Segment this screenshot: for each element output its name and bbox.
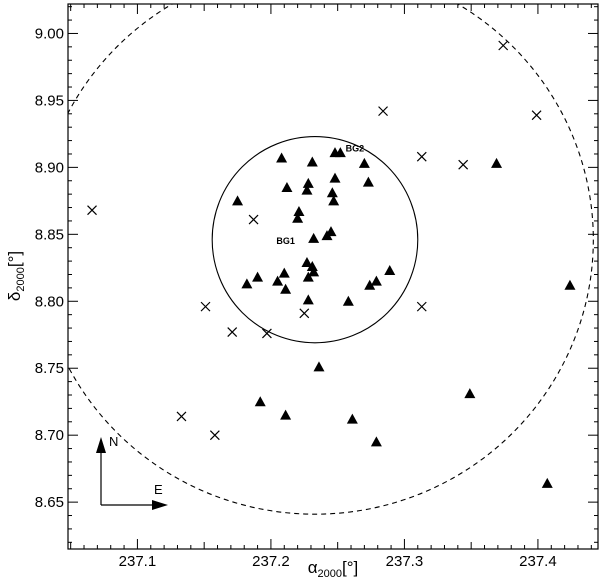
cross-point — [378, 106, 388, 117]
x-axis-label-unit: [°] — [342, 558, 358, 577]
compass-north-label: N — [109, 434, 118, 449]
triangle-point — [329, 172, 341, 183]
y-axis-label-unit: [°] — [5, 251, 24, 267]
triangle-point — [254, 396, 266, 407]
compass-east-label: E — [154, 482, 163, 497]
triangle-point — [308, 232, 320, 243]
triangle-point — [325, 226, 337, 237]
y-tick-label: 8.90 — [35, 159, 64, 176]
inner-solid-circle — [211, 136, 419, 344]
cross-point — [209, 430, 220, 441]
triangle-point — [541, 477, 553, 488]
triangle-point — [301, 184, 313, 195]
annotation-bg1: BG1 — [276, 236, 295, 246]
x-axis-label-main: α — [308, 558, 318, 577]
y-tick-label: 8.65 — [35, 494, 64, 511]
triangle-point — [370, 275, 382, 286]
triangle-point — [342, 295, 354, 306]
x-tick-label: 237.4 — [519, 553, 557, 570]
cross-point — [416, 151, 427, 162]
triangle-point — [252, 271, 264, 282]
y-tick-label: 8.75 — [35, 360, 64, 377]
cross-point — [458, 159, 469, 170]
triangle-point — [280, 409, 292, 420]
y-tick-label: 8.80 — [35, 293, 64, 310]
x-axis-label-sub: 2000 — [318, 568, 342, 580]
plot-frame — [67, 3, 599, 550]
cross-point — [261, 328, 272, 339]
triangle-point — [292, 212, 304, 223]
triangle-point — [276, 152, 288, 163]
cross-point — [531, 110, 542, 121]
triangle-point — [362, 176, 374, 187]
triangle-point — [564, 279, 576, 290]
y-tick-label: 8.85 — [35, 226, 64, 243]
x-tick-label: 237.2 — [252, 553, 290, 570]
triangle-point — [281, 181, 293, 192]
cross-point — [416, 301, 427, 312]
y-tick-label: 9.00 — [35, 25, 64, 42]
triangle-point — [241, 278, 253, 289]
triangle-point — [346, 413, 358, 424]
cross-point — [87, 205, 97, 216]
cross-point — [299, 308, 310, 319]
outer-dashed-circle — [68, 4, 594, 515]
triangle-point — [313, 361, 325, 372]
cross-point — [498, 40, 509, 51]
triangle-point — [278, 267, 290, 278]
triangle-point — [302, 294, 314, 305]
triangle-point — [302, 177, 314, 188]
y-axis-label-main: δ — [5, 292, 24, 301]
x-tick-label: 237.1 — [119, 553, 157, 570]
compass: N E — [96, 434, 168, 510]
y-axis-label-sub: 2000 — [15, 267, 27, 291]
triangle-point — [272, 275, 284, 286]
x-axis-label: α2000[°] — [308, 558, 359, 580]
triangle-point — [334, 147, 346, 158]
triangle-point — [364, 279, 376, 290]
triangle-point — [358, 157, 370, 168]
y-tick-label: 8.95 — [35, 92, 64, 109]
cross-point — [227, 327, 238, 337]
triangle-point — [384, 264, 396, 275]
compass-east-arrowhead — [152, 500, 168, 510]
cross-point — [200, 301, 211, 312]
y-tick-label: 8.70 — [35, 427, 64, 444]
x-tick-label: 237.3 — [386, 553, 424, 570]
triangle-point — [232, 195, 244, 206]
triangle-point — [491, 157, 503, 168]
cross-point — [248, 214, 259, 225]
triangle-point — [306, 156, 318, 167]
triangle-point — [326, 187, 338, 198]
y-axis-label: δ2000[°] — [5, 251, 27, 301]
triangle-point — [302, 271, 314, 282]
triangle-point — [328, 195, 340, 206]
triangle-point — [293, 206, 305, 217]
annotation-bg2: BG2 — [346, 144, 365, 154]
triangle-point — [301, 256, 313, 267]
cross-point — [176, 411, 187, 422]
triangle-point — [464, 388, 476, 399]
triangle-point — [370, 436, 382, 447]
compass-north-arrowhead — [96, 437, 106, 453]
triangle-point — [308, 266, 320, 277]
triangle-point — [280, 283, 292, 294]
triangle-point — [306, 260, 318, 271]
